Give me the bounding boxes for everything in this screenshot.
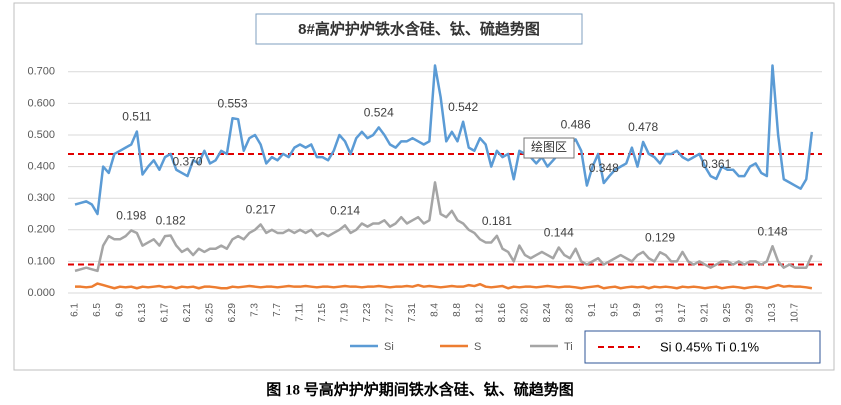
data-label: 0.542 <box>448 100 478 114</box>
data-label: 0.486 <box>561 118 591 132</box>
x-tick-label: 6.5 <box>92 303 103 317</box>
x-tick-label: 6.21 <box>182 303 193 323</box>
x-tick-label: 7.31 <box>407 303 418 323</box>
data-label: 0.511 <box>122 110 151 124</box>
reference-legend-text: Si 0.45% Ti 0.1% <box>660 339 759 354</box>
x-tick-label: 6.25 <box>205 303 216 323</box>
x-tick-label: 9.29 <box>745 303 756 323</box>
x-tick-label: 7.7 <box>272 303 283 317</box>
data-label: 0.181 <box>482 214 512 228</box>
x-tick-label: 8.24 <box>542 303 553 323</box>
data-label: 0.182 <box>156 214 186 228</box>
x-tick-label: 10.7 <box>790 303 801 323</box>
x-tick-label: 7.23 <box>362 303 373 323</box>
data-label: 0.348 <box>589 161 619 175</box>
y-tick-label: 0.000 <box>27 287 55 299</box>
caption: 图 18 号高炉护炉期间铁水含硅、钛、硫趋势图 <box>266 380 574 398</box>
x-tick-label: 8.12 <box>475 303 486 323</box>
x-tick-label: 6.9 <box>115 303 126 317</box>
series-line <box>75 282 813 290</box>
x-tick-label: 8.28 <box>565 303 576 323</box>
x-tick-label: 8.16 <box>497 303 508 323</box>
series-line <box>74 181 814 273</box>
x-tick-label: 9.1 <box>587 303 598 317</box>
data-label: 0.370 <box>172 154 202 168</box>
legend-label: Si <box>384 341 394 353</box>
chart-border <box>13 2 835 371</box>
series-line <box>74 64 814 216</box>
x-tick-label: 9.17 <box>677 303 688 323</box>
data-label: 0.524 <box>364 106 394 120</box>
x-tick-label: 9.13 <box>655 303 666 323</box>
y-tick-label: 0.600 <box>27 97 55 109</box>
y-tick-label: 0.300 <box>27 192 55 204</box>
x-tick-label: 9.9 <box>632 303 643 317</box>
x-tick-label: 6.17 <box>160 303 171 323</box>
legend-label: Ti <box>564 341 573 353</box>
chart-title: 8#高炉护炉铁水含硅、钛、硫趋势图 <box>298 20 540 38</box>
x-tick-label: 9.21 <box>700 303 711 323</box>
x-tick-label: 6.29 <box>227 303 238 323</box>
data-label: 0.144 <box>544 226 574 240</box>
x-tick-label: 6.1 <box>70 303 81 317</box>
x-tick-label: 7.19 <box>340 303 351 323</box>
y-tick-label: 0.200 <box>27 224 55 236</box>
x-tick-label: 9.5 <box>610 303 621 317</box>
y-tick-label: 0.400 <box>27 161 55 173</box>
x-tick-label: 8.8 <box>452 303 463 317</box>
tooltip-box <box>523 137 575 159</box>
x-tick-label: 7.27 <box>385 303 396 323</box>
data-label: 0.217 <box>246 203 276 217</box>
x-tick-label: 8.20 <box>520 303 531 323</box>
data-label: 0.198 <box>116 209 146 223</box>
x-tick-label: 7.11 <box>295 303 306 322</box>
data-label: 0.148 <box>757 224 787 238</box>
reference-legend-box <box>584 330 821 364</box>
data-label: 0.361 <box>701 157 731 171</box>
data-label: 0.129 <box>645 230 675 244</box>
data-label: 0.553 <box>217 96 247 110</box>
tooltip: 绘图区 <box>531 139 567 154</box>
x-tick-label: 9.25 <box>722 303 733 323</box>
x-tick-label: 6.13 <box>137 303 148 323</box>
y-tick-label: 0.100 <box>27 255 55 267</box>
x-tick-label: 10.3 <box>767 303 778 323</box>
legend-label: S <box>474 341 481 353</box>
data-label: 0.214 <box>330 204 360 218</box>
y-tick-label: 0.700 <box>27 66 55 78</box>
x-tick-label: 7.15 <box>317 303 328 323</box>
y-tick-label: 0.500 <box>27 129 55 141</box>
x-tick-label: 7.3 <box>250 303 261 317</box>
title-box <box>255 13 583 45</box>
data-label: 0.478 <box>628 120 658 134</box>
x-tick-label: 8.4 <box>430 303 441 317</box>
